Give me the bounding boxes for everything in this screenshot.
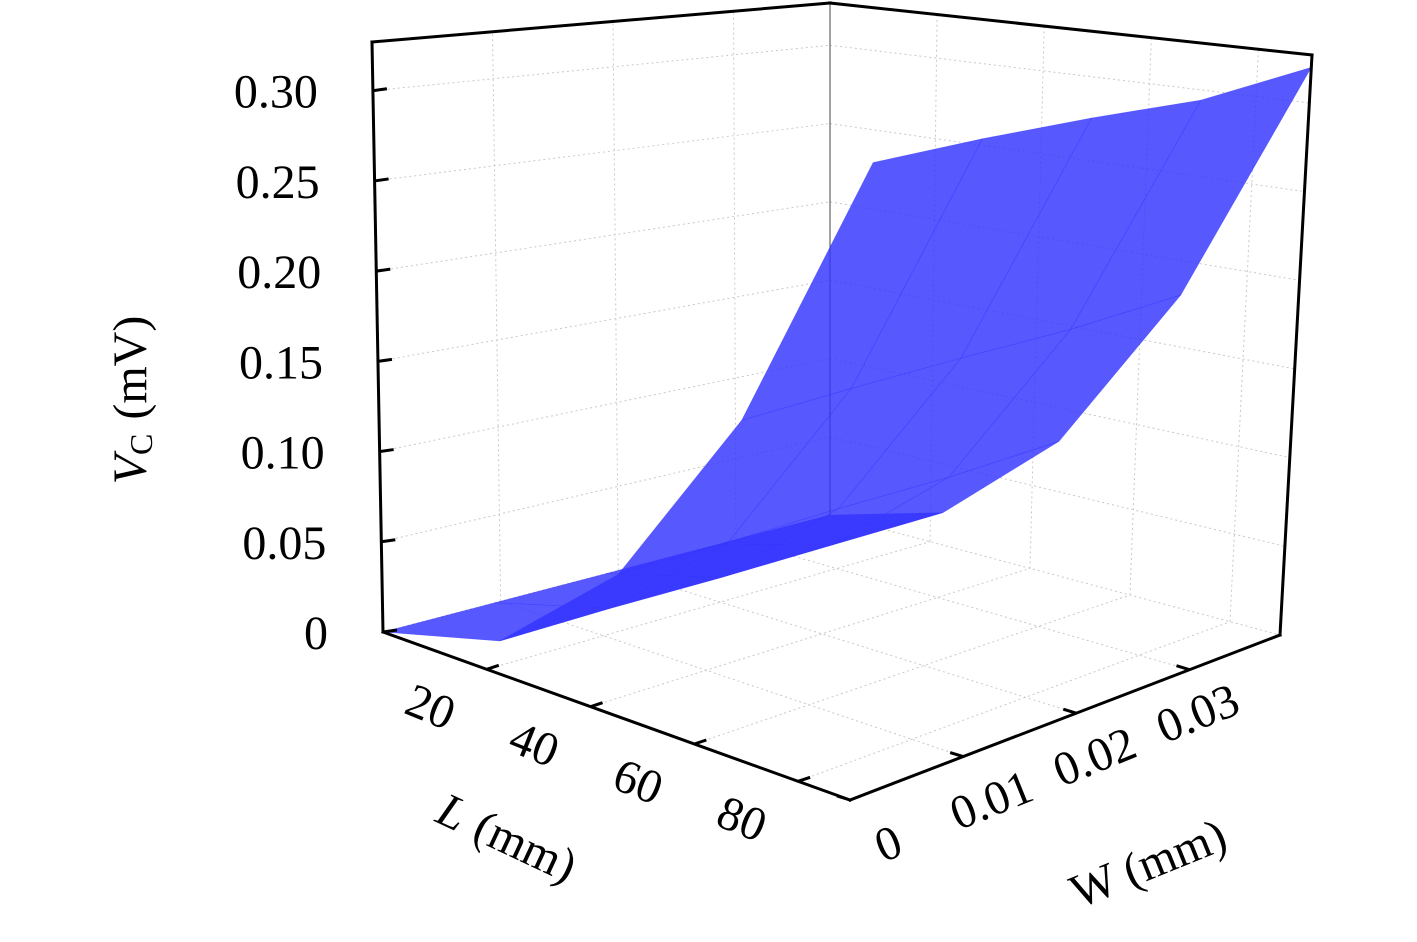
z-tick-label: 0.30 bbox=[234, 66, 318, 119]
z-tick-label: 0.10 bbox=[241, 427, 325, 480]
z-tick bbox=[377, 357, 393, 363]
x-tick bbox=[486, 663, 500, 671]
grid-line bbox=[829, 201, 1300, 281]
z-label-symbol: V bbox=[104, 450, 157, 484]
z-tick bbox=[374, 177, 389, 183]
z-tick-label: 0 bbox=[304, 607, 328, 660]
axis-line bbox=[381, 630, 852, 802]
axis-line bbox=[828, 1, 1314, 57]
grid-line bbox=[797, 621, 1231, 782]
x-tick-label: 40 bbox=[502, 711, 566, 778]
axis-line bbox=[370, 1, 832, 44]
grid-line bbox=[735, 539, 1190, 671]
grid-line bbox=[612, 21, 619, 571]
z-tick-label: 0.20 bbox=[237, 246, 321, 299]
axis-line bbox=[848, 633, 1282, 802]
x-tick-label: 80 bbox=[710, 786, 774, 853]
z-tick bbox=[381, 538, 396, 544]
surface-cell bbox=[741, 138, 983, 421]
y-tick bbox=[949, 751, 964, 759]
grid-line bbox=[500, 600, 964, 758]
z-label-unit: (mV) bbox=[104, 316, 157, 420]
x-tick-label: 60 bbox=[606, 748, 670, 815]
grid-line bbox=[1229, 49, 1259, 622]
x-tick bbox=[590, 701, 604, 709]
axis-line bbox=[370, 40, 385, 634]
y-tick-label: 0.03 bbox=[1149, 673, 1247, 754]
grid-line bbox=[374, 123, 831, 182]
surface bbox=[382, 66, 1312, 642]
z-tick-label: 0.25 bbox=[236, 156, 320, 209]
y-tick bbox=[836, 794, 851, 802]
z-tick-label: 0.05 bbox=[242, 517, 326, 570]
surface-cell bbox=[499, 541, 729, 642]
y-tick bbox=[1176, 664, 1190, 672]
z-tick bbox=[376, 267, 391, 273]
x-tick bbox=[693, 738, 707, 746]
z-label-subscript: C bbox=[123, 434, 159, 455]
grid-line bbox=[829, 514, 1281, 636]
y-tick-label: 0 bbox=[867, 815, 909, 873]
grid-line bbox=[372, 44, 831, 92]
x-axis-label: L(mm) bbox=[428, 782, 585, 893]
grid-line bbox=[376, 201, 831, 272]
grid-line bbox=[381, 436, 831, 543]
grid-line bbox=[379, 357, 831, 453]
z-axis-label: VC (mV) bbox=[104, 316, 159, 485]
y-tick bbox=[1062, 707, 1077, 715]
grid-line bbox=[377, 279, 831, 362]
grid-line bbox=[590, 567, 1031, 708]
y-tick-label: 0.01 bbox=[943, 760, 1041, 841]
z-tick bbox=[379, 448, 394, 454]
grid-line bbox=[694, 594, 1131, 745]
y-axis-label: W (mm) bbox=[1063, 809, 1234, 919]
grid-line bbox=[829, 44, 1310, 104]
x-tick bbox=[797, 775, 811, 783]
z-tick-label: 0.15 bbox=[239, 336, 323, 389]
grid bbox=[371, 3, 1310, 801]
x-tick-label: 20 bbox=[398, 674, 462, 741]
grid-line bbox=[733, 11, 737, 540]
x-label-symbol: L bbox=[428, 782, 476, 842]
y-tick-label: 0.02 bbox=[1046, 717, 1144, 798]
z-tick bbox=[382, 628, 398, 634]
grid-line bbox=[486, 541, 931, 670]
z-tick bbox=[372, 87, 388, 93]
x-label-unit: (mm) bbox=[466, 800, 585, 893]
axis-line bbox=[1278, 53, 1314, 637]
